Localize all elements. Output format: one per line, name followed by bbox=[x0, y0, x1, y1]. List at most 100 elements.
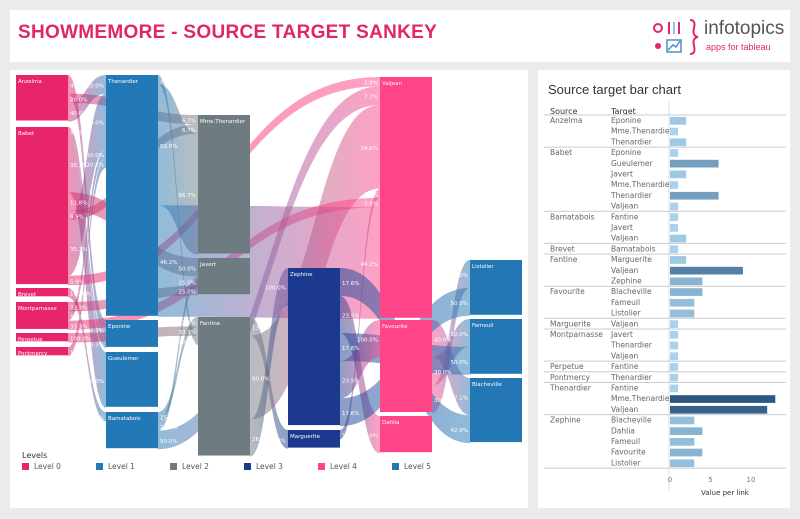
bar[interactable] bbox=[670, 395, 776, 403]
sankey-node[interactable] bbox=[470, 260, 522, 315]
link-source-percent: 3.8% bbox=[160, 79, 174, 85]
sankey-node[interactable] bbox=[470, 378, 522, 443]
link-target-percent: 57.1% bbox=[451, 396, 468, 402]
bar[interactable] bbox=[670, 373, 679, 382]
bar[interactable] bbox=[670, 277, 703, 286]
bar[interactable] bbox=[670, 384, 679, 393]
sankey-node[interactable] bbox=[106, 320, 158, 347]
bar[interactable] bbox=[670, 320, 679, 328]
bar[interactable] bbox=[670, 448, 703, 457]
bar[interactable] bbox=[670, 234, 687, 243]
bar[interactable] bbox=[670, 298, 695, 307]
infotopics-logo[interactable]: infotopics apps for tableau bbox=[648, 16, 784, 58]
bar[interactable] bbox=[670, 213, 679, 221]
sankey-node[interactable] bbox=[106, 352, 158, 407]
legend-item-level-3[interactable]: Level 3 bbox=[244, 462, 283, 471]
bar[interactable] bbox=[670, 191, 719, 200]
bar-chart-panel: Source target bar chart Source Target An… bbox=[538, 70, 790, 508]
bar[interactable] bbox=[670, 256, 687, 264]
bar[interactable] bbox=[670, 127, 679, 136]
link-target-percent: 7.7% bbox=[364, 95, 378, 101]
sankey-nodes: Anzelma Babet Brevet Montparnasse Perpetue Po… bbox=[16, 75, 522, 456]
bar[interactable] bbox=[670, 352, 679, 361]
bar[interactable] bbox=[670, 309, 695, 318]
legend-item-level-2[interactable]: Level 2 bbox=[170, 462, 209, 471]
sankey-labels: 40.0%66.7%20.0%6.7%40.0%20.0%5.9%33.3%35… bbox=[70, 79, 468, 445]
target-label: Fantine bbox=[611, 384, 639, 393]
link-source-percent: 17.6% bbox=[342, 411, 359, 417]
sankey-node[interactable] bbox=[16, 75, 68, 121]
sankey-node[interactable] bbox=[470, 319, 522, 374]
bar[interactable] bbox=[670, 170, 687, 179]
link-source-percent: 33.3% bbox=[70, 315, 87, 321]
link-source-percent: 100.0% bbox=[70, 292, 91, 298]
bar[interactable] bbox=[670, 416, 695, 425]
legend-label: Level 3 bbox=[256, 462, 283, 471]
sankey-node[interactable] bbox=[16, 302, 68, 329]
sankey-node[interactable] bbox=[16, 333, 68, 342]
sankey-node-label: Valjean bbox=[382, 81, 403, 87]
sankey-node[interactable] bbox=[198, 115, 250, 254]
bar[interactable] bbox=[670, 438, 695, 446]
sankey-link[interactable] bbox=[68, 149, 106, 321]
link-target-percent: 10.0% bbox=[87, 153, 104, 159]
link-target-percent: 25.0% bbox=[179, 280, 196, 286]
sankey-node[interactable] bbox=[380, 416, 432, 453]
source-label: Fantine bbox=[550, 255, 578, 264]
bar[interactable] bbox=[670, 149, 679, 157]
bar[interactable] bbox=[670, 363, 679, 371]
sankey-node[interactable] bbox=[288, 268, 340, 426]
bar[interactable] bbox=[670, 331, 679, 339]
sankey-node[interactable] bbox=[380, 77, 432, 318]
link-source-percent: 30.0% bbox=[434, 370, 451, 376]
sankey-link[interactable] bbox=[158, 276, 198, 431]
legend-item-level-5[interactable]: Level 5 bbox=[392, 462, 431, 471]
bar[interactable] bbox=[670, 138, 687, 147]
sankey-link[interactable] bbox=[340, 320, 380, 399]
sankey-link[interactable] bbox=[68, 93, 106, 276]
target-label: Mme.Thenardier bbox=[611, 180, 673, 189]
sankey-node[interactable] bbox=[198, 317, 250, 456]
bar[interactable] bbox=[670, 159, 719, 168]
bar[interactable] bbox=[670, 288, 703, 296]
bar[interactable] bbox=[670, 405, 768, 414]
target-label: Mme.Thenardier bbox=[611, 394, 673, 403]
sankey-node[interactable] bbox=[16, 127, 68, 285]
legend-item-level-4[interactable]: Level 4 bbox=[318, 462, 357, 471]
sankey-node[interactable] bbox=[16, 288, 68, 297]
bar[interactable] bbox=[670, 427, 703, 435]
legend-item-level-1[interactable]: Level 1 bbox=[96, 462, 135, 471]
bar[interactable] bbox=[670, 181, 679, 189]
sankey-node[interactable] bbox=[16, 347, 68, 356]
bar[interactable] bbox=[670, 202, 679, 211]
sankey-link[interactable] bbox=[158, 317, 198, 422]
bar[interactable] bbox=[670, 341, 679, 350]
sankey-link[interactable] bbox=[68, 75, 106, 122]
bar[interactable] bbox=[670, 266, 743, 275]
bar[interactable] bbox=[670, 459, 695, 468]
sankey-node[interactable] bbox=[106, 412, 158, 449]
link-target-percent: 50.0% bbox=[179, 266, 196, 272]
bar-chart[interactable]: Anzelma EponineMme.ThenardierThenardierBa… bbox=[538, 70, 790, 508]
link-target-percent: 33.3% bbox=[179, 339, 196, 345]
sankey-node[interactable] bbox=[380, 320, 432, 412]
sankey-link[interactable] bbox=[68, 158, 106, 357]
dashboard-header: SHOWMEMORE - SOURCE TARGET SANKEY infoto… bbox=[10, 10, 790, 62]
source-column-header: Source bbox=[550, 107, 578, 116]
source-label: Brevet bbox=[550, 244, 575, 253]
target-label: Valjean bbox=[611, 405, 639, 414]
target-label: Listolier bbox=[611, 458, 641, 467]
source-label: Perpetue bbox=[550, 362, 584, 371]
sankey-chart[interactable]: Anzelma Babet Brevet Montparnasse Perpetue Po… bbox=[10, 70, 528, 508]
bar[interactable] bbox=[670, 224, 679, 232]
target-label: Marguerite bbox=[611, 255, 652, 264]
logo-icon bbox=[653, 19, 699, 55]
legend-item-level-0[interactable]: Level 0 bbox=[22, 462, 61, 471]
link-source-percent: 17.6% bbox=[342, 281, 359, 287]
sankey-node[interactable] bbox=[198, 258, 250, 295]
sankey-node[interactable] bbox=[106, 75, 158, 316]
bar[interactable] bbox=[670, 245, 679, 254]
sankey-link[interactable] bbox=[68, 288, 106, 422]
bar[interactable] bbox=[670, 117, 687, 125]
sankey-node[interactable] bbox=[288, 430, 340, 448]
